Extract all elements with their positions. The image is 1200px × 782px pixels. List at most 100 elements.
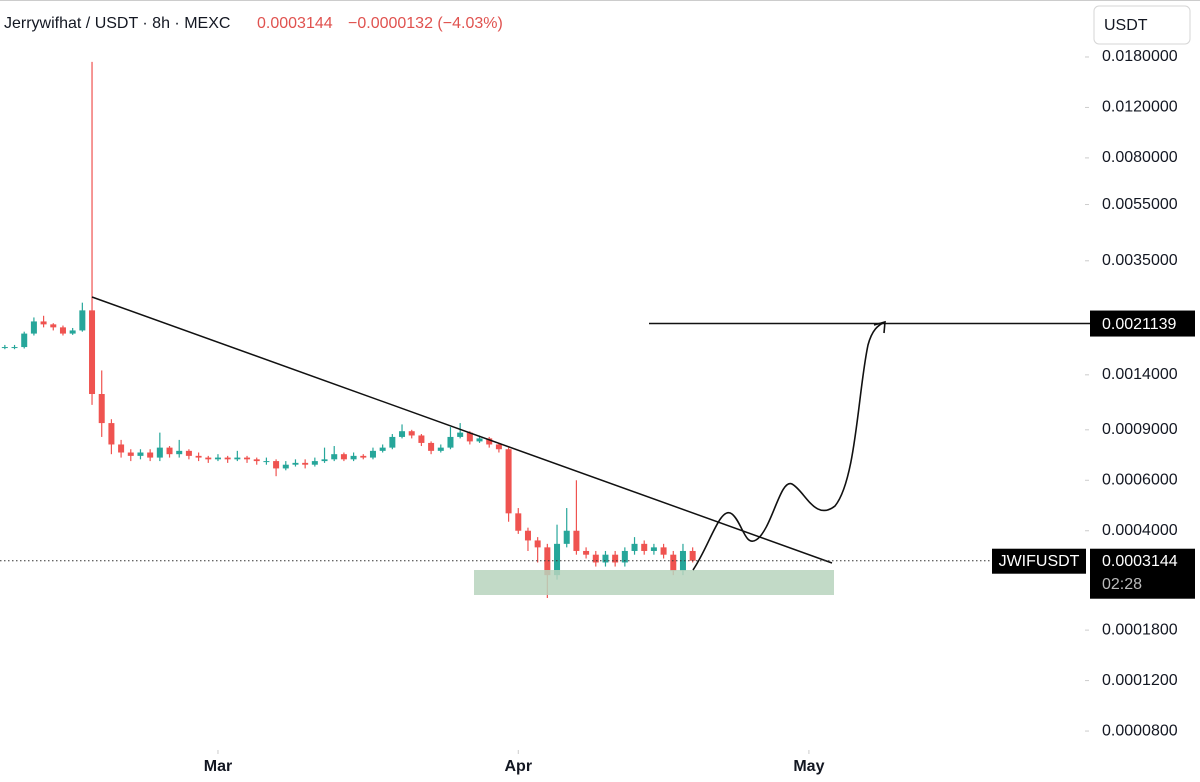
price-label-box [1090, 548, 1195, 599]
currency-button[interactable] [1093, 5, 1191, 45]
plot [1, 56, 1089, 754]
candle-body [689, 550, 696, 561]
candle-body [602, 554, 609, 563]
candle-body [195, 455, 202, 458]
candle-body [118, 444, 125, 453]
candle-body [389, 436, 396, 448]
candle-body [321, 459, 328, 462]
x-tick-label: May [793, 758, 824, 775]
symbol-label-box [992, 548, 1086, 574]
candle-body [137, 452, 144, 456]
candle-body [621, 550, 628, 563]
y-tick-label: 0.0014000 [1102, 366, 1178, 383]
candle-body [583, 550, 590, 555]
candle-body [428, 442, 435, 451]
candle-body [650, 547, 657, 551]
target-label-box [1090, 310, 1195, 337]
candle-body [214, 457, 221, 460]
candle-body [127, 452, 134, 456]
candle-body [592, 554, 599, 563]
header-price: 0.0003144 [257, 15, 333, 32]
candle-body [660, 547, 667, 555]
y-tick-label: 0.0006000 [1102, 471, 1178, 488]
candle-body [185, 450, 192, 456]
y-tick-label: 0.0180000 [1102, 48, 1178, 65]
candle-body [263, 461, 270, 463]
y-tick-label: 0.0035000 [1102, 252, 1178, 269]
candle-body [176, 450, 183, 455]
candle-body [505, 449, 512, 514]
candle-body [205, 457, 212, 460]
y-tick-label: 0.0000800 [1102, 722, 1178, 739]
candle-body [147, 452, 154, 458]
candle-body [1, 347, 8, 349]
candle-body [670, 554, 677, 571]
candle-body [612, 554, 619, 563]
candle-body [408, 431, 415, 436]
x-tick-label: Apr [505, 758, 533, 775]
candle-body [369, 450, 376, 458]
candle-body [534, 540, 541, 548]
y-tick-label: 0.0120000 [1102, 99, 1178, 116]
candle-body [21, 333, 28, 348]
candle-body [108, 423, 115, 445]
candle-body [40, 321, 47, 325]
candle-body [573, 530, 580, 551]
target-label: 0.0021139 [1102, 316, 1177, 333]
candle-body [273, 461, 280, 469]
candle-body [156, 447, 163, 458]
candle-body [340, 454, 347, 460]
candle-body [544, 547, 551, 576]
x-tick-label: Mar [204, 758, 232, 775]
candle-body [98, 394, 105, 424]
candle-body [554, 543, 561, 576]
y-tick-label: 0.0001200 [1102, 672, 1178, 689]
candle-body [30, 321, 37, 334]
trend-line [91, 296, 833, 564]
y-tick-label: 0.0009000 [1102, 421, 1178, 438]
candle-body [11, 347, 18, 349]
candle-body [679, 550, 686, 571]
symbol-label: JWIFUSDT [999, 553, 1080, 570]
candle-body [350, 455, 357, 460]
candle-body [379, 447, 386, 451]
candle-body [466, 432, 473, 442]
candle-body [563, 530, 570, 544]
candle-body [50, 324, 57, 328]
candle-body [79, 310, 86, 331]
currency-label[interactable]: USDT [1104, 17, 1148, 34]
candle-body [457, 432, 464, 437]
candle-body [253, 459, 260, 462]
candle-body [418, 435, 425, 443]
candle-body [292, 462, 299, 465]
candle-body [360, 455, 367, 458]
candle-body [524, 530, 531, 541]
candle-body [282, 464, 289, 469]
candle-body [59, 327, 66, 334]
y-tick-label: 0.0080000 [1102, 149, 1178, 166]
y-tick-label: 0.0001800 [1102, 621, 1178, 638]
candle-body [224, 457, 231, 460]
candle-body [641, 543, 648, 551]
y-tick-label: 0.0004000 [1102, 522, 1178, 539]
candle-body [166, 447, 173, 455]
countdown-label: 02:28 [1102, 576, 1142, 593]
candle-body [447, 436, 454, 448]
header-change: −0.0000132 (−4.03%) [348, 15, 503, 32]
support-zone [474, 570, 834, 595]
candle-body [495, 444, 502, 450]
title: Jerrywifhat / USDT · 8h · MEXC [4, 15, 230, 32]
overlay: 0.0180000 0.0120000 0.0080000 0.0055000 0.00… [0, 48, 1195, 775]
candle-body [234, 457, 241, 460]
candle-body [302, 462, 309, 465]
candle-body [486, 438, 493, 445]
candle-body [476, 438, 483, 442]
projection-curve [692, 321, 886, 571]
candle-body [69, 330, 76, 334]
y-tick-label: 0.0055000 [1102, 196, 1178, 213]
candle-body [515, 513, 522, 531]
candle-body [89, 310, 96, 395]
candle-body [311, 461, 318, 465]
